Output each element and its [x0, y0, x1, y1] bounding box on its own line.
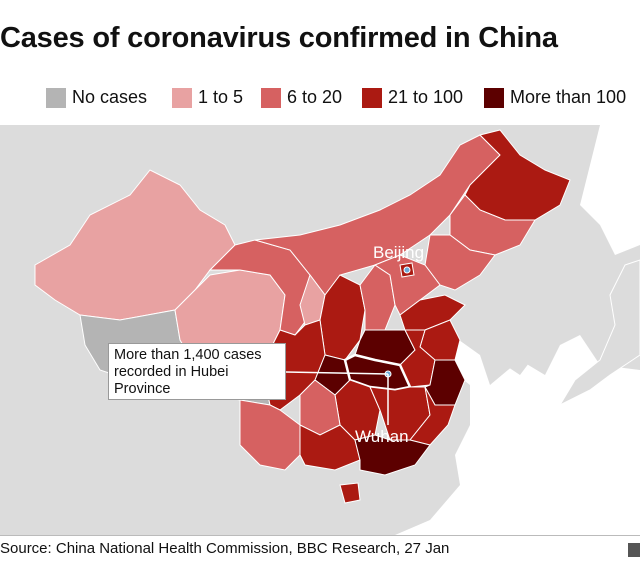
land-korea: [500, 325, 535, 375]
region-hainan: [339, 482, 361, 504]
china-map: Beijing Wuhan: [0, 125, 640, 535]
region-fujian: [409, 386, 456, 446]
legend-item-no-cases: No cases: [46, 87, 147, 108]
legend: No cases 1 to 5 6 to 20 21 to 100 More t…: [0, 87, 640, 111]
callout-leader-line: [285, 371, 389, 375]
legend-item-1-to-5: 1 to 5: [172, 87, 243, 108]
legend-item-6-to-20: 6 to 20: [261, 87, 342, 108]
legend-swatch: [46, 87, 66, 108]
source-note: Source: China National Health Commission…: [0, 540, 450, 557]
legend-swatch: [261, 87, 281, 108]
legend-label: 6 to 20: [287, 87, 343, 107]
legend-item-21-to-100: 21 to 100: [362, 87, 463, 108]
hubei-callout: More than 1,400 cases recorded in Hubei …: [108, 343, 286, 400]
legend-label: 1 to 5: [198, 87, 244, 107]
legend-label: No cases: [72, 87, 148, 107]
wuhan-label: Wuhan: [355, 427, 409, 446]
legend-swatch: [484, 87, 504, 108]
beijing-marker: [403, 266, 411, 274]
beijing-label: Beijing: [373, 243, 424, 262]
region-yunnan: [239, 399, 301, 471]
legend-swatch: [362, 87, 382, 108]
bbc-logo-icon: [628, 543, 640, 557]
sea: [580, 125, 640, 255]
callout-line: Province: [114, 381, 171, 397]
footer-divider: [0, 535, 640, 536]
legend-label: 21 to 100: [388, 87, 464, 107]
land-japan: [558, 259, 640, 407]
land-taiwan: [442, 425, 455, 455]
legend-item-more-than-100: More than 100: [484, 87, 626, 108]
region-jilin: [449, 194, 536, 256]
region-guangdong: [354, 434, 431, 476]
map-svg: Beijing Wuhan: [34, 125, 640, 535]
legend-swatch: [172, 87, 192, 108]
callout-line: recorded in Hubei: [114, 364, 229, 380]
callout-line: More than 1,400 cases: [114, 347, 262, 363]
map-title: Cases of coronavirus confirmed in China: [0, 22, 558, 54]
legend-label: More than 100: [510, 87, 627, 107]
